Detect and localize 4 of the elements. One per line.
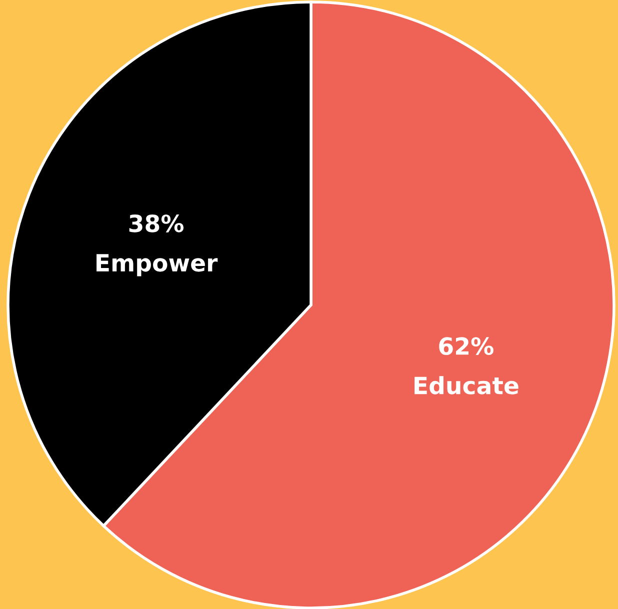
data-label: 38% xyxy=(129,214,184,232)
slice-label: Educate xyxy=(414,376,518,394)
slice-label: Empower xyxy=(96,254,218,276)
data-label: 62% xyxy=(439,337,494,356)
